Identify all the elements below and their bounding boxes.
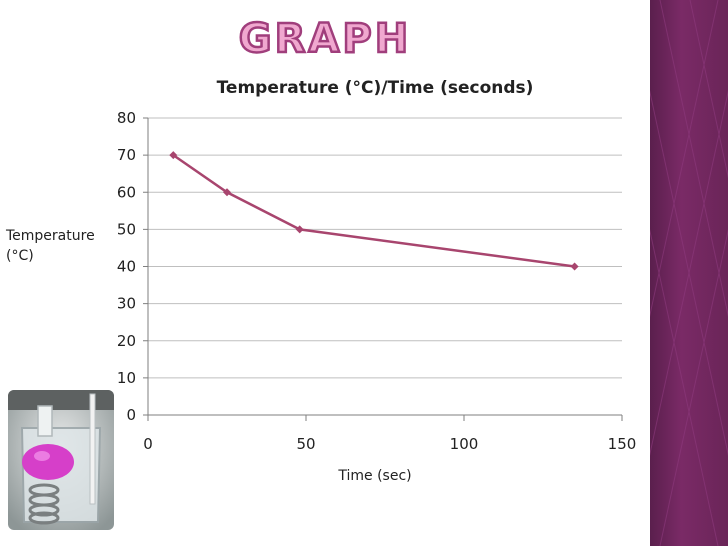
y-tick-label: 40	[117, 258, 136, 276]
data-series	[169, 151, 579, 271]
y-tick-label: 0	[126, 406, 136, 424]
y-tick-label: 10	[117, 369, 136, 387]
y-tick-labels: 0 10 20 30 40 50 60 70 80	[117, 109, 136, 424]
axes	[143, 117, 623, 421]
y-tick-label: 60	[117, 183, 136, 201]
y-axis-label: Temperature (°C)	[6, 228, 95, 264]
y-tick-label: 50	[117, 220, 136, 238]
slide-heading-text: GRAPH	[239, 16, 411, 62]
x-tick-label: 0	[143, 435, 153, 453]
x-tick-label: 100	[450, 435, 479, 453]
decorative-side-bar	[650, 0, 728, 546]
side-bar-pattern	[650, 0, 728, 546]
x-tick-labels: 0 50 100 150	[143, 435, 636, 453]
chart-title: Temperature (°C)/Time (seconds)	[216, 78, 534, 98]
series-line	[172, 154, 575, 268]
gridlines	[148, 117, 622, 379]
y-tick-label: 30	[117, 295, 136, 313]
x-tick-label: 150	[608, 435, 637, 453]
slide-heading: GRAPH	[238, 15, 411, 62]
data-point	[169, 151, 178, 160]
data-point	[223, 188, 231, 197]
data-point	[570, 262, 579, 271]
y-tick-label: 70	[117, 146, 136, 164]
x-axis-label: Time (sec)	[338, 468, 412, 484]
data-point	[295, 225, 304, 234]
y-tick-label: 80	[117, 109, 136, 127]
x-tick-label: 50	[296, 435, 315, 453]
experiment-photo	[8, 390, 114, 530]
y-tick-label: 20	[117, 332, 136, 350]
